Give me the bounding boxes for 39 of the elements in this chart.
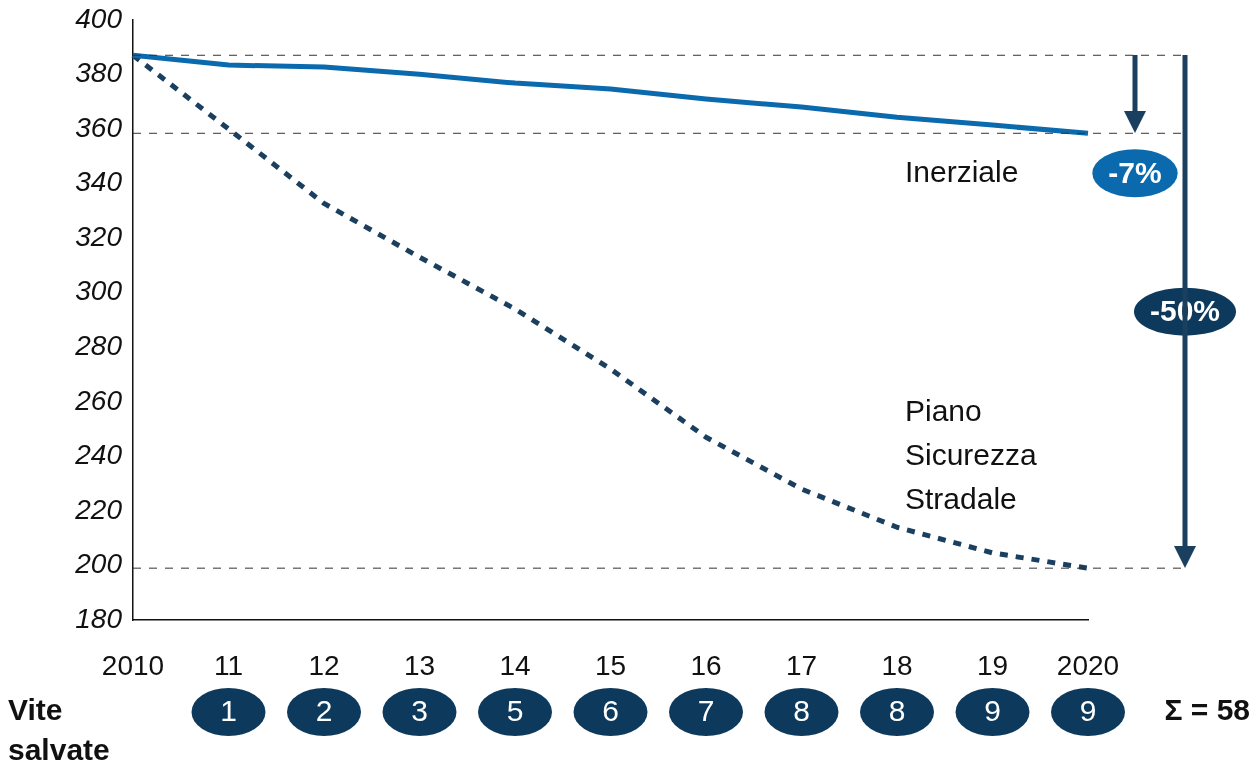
x-tick-label: 18 bbox=[881, 649, 913, 681]
x-tick-label: 2010 bbox=[101, 649, 165, 681]
text: 9 bbox=[984, 694, 1001, 728]
text: 8 bbox=[888, 694, 906, 728]
text: 8 bbox=[793, 694, 810, 728]
y-tick-label: 360 bbox=[75, 111, 123, 143]
y-tick-label: 280 bbox=[74, 329, 123, 361]
series-label: Piano Sicurezza Stradale bbox=[905, 394, 1038, 516]
y-tick-label: 220 bbox=[74, 493, 123, 525]
text: 6 bbox=[602, 694, 619, 728]
x-tick-label: 13 bbox=[403, 649, 436, 681]
x-tick-label: 12 bbox=[308, 649, 340, 681]
y-tick-label: 240 bbox=[74, 439, 123, 471]
x-tick-label: 15 bbox=[594, 649, 627, 681]
x-tick-label: 11 bbox=[213, 649, 244, 681]
y-tick-label: 180 bbox=[75, 602, 123, 634]
y-tick-label: 200 bbox=[74, 548, 123, 580]
annotation: -50% bbox=[1149, 293, 1221, 327]
y-tick-label: 260 bbox=[74, 384, 123, 416]
text: 3 bbox=[411, 694, 428, 728]
series-label: Inerziale bbox=[905, 154, 1019, 188]
text: Σ = 58 bbox=[1164, 693, 1250, 727]
annotation: -7% bbox=[1108, 155, 1162, 189]
y-tick-label: 300 bbox=[75, 275, 123, 307]
x-tick-label: 17 bbox=[785, 649, 818, 681]
y-tick-label: 380 bbox=[75, 57, 123, 89]
y-tick-label: 320 bbox=[75, 220, 123, 252]
y-tick-label: 340 bbox=[75, 166, 123, 198]
text: 9 bbox=[1079, 694, 1097, 728]
x-tick-label: 19 bbox=[976, 649, 1009, 681]
text: 2 bbox=[315, 694, 333, 728]
text: 5 bbox=[506, 694, 524, 728]
y-tick-label: 400 bbox=[75, 2, 123, 34]
text: Vite salvate bbox=[8, 693, 110, 767]
x-tick-label: 2020 bbox=[1056, 649, 1120, 681]
text: 7 bbox=[697, 694, 715, 728]
x-tick-label: 14 bbox=[499, 649, 531, 681]
text: 1 bbox=[220, 694, 237, 728]
x-tick-label: 16 bbox=[690, 649, 722, 681]
